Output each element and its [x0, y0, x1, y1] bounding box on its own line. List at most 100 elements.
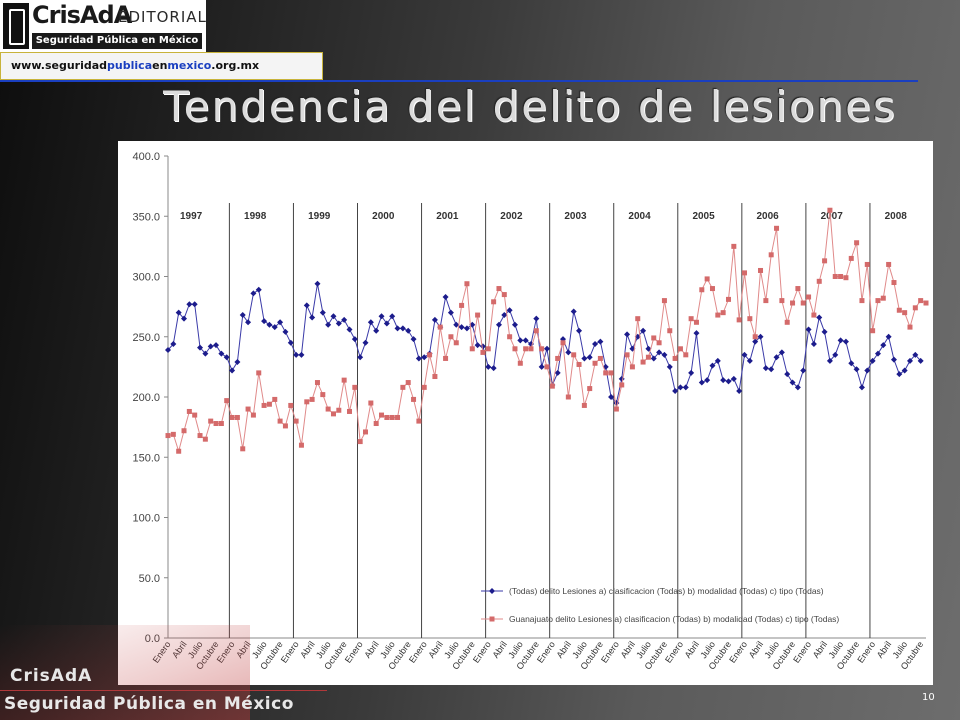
data-point [501, 292, 507, 298]
data-point [459, 302, 465, 308]
data-point [229, 414, 235, 420]
data-point [368, 400, 374, 406]
legend-label: Guanajuato delito Lesiones a) clasificac… [509, 614, 839, 624]
data-point [650, 355, 657, 362]
data-point [379, 412, 385, 418]
data-point [442, 293, 449, 300]
logo-editorial: EDITORIAL [118, 8, 207, 26]
data-point [517, 360, 523, 366]
data-point [906, 357, 913, 364]
data-point [875, 298, 881, 304]
x-tick-label: Enero [343, 639, 365, 664]
data-point [688, 316, 694, 322]
data-point [661, 298, 667, 304]
data-point [544, 364, 550, 370]
data-point [730, 375, 737, 382]
data-point [677, 346, 683, 352]
data-point [858, 384, 865, 391]
x-tick-label: Enero [471, 639, 493, 664]
year-label: 1997 [180, 211, 203, 222]
data-point [507, 334, 513, 340]
year-label: 2008 [885, 211, 908, 222]
data-point [170, 431, 176, 437]
series-line [167, 283, 922, 405]
data-point [474, 342, 481, 349]
year-label: 2003 [564, 211, 587, 222]
data-point [778, 349, 785, 356]
data-point [256, 370, 262, 376]
data-point [784, 371, 791, 378]
data-point [667, 328, 673, 334]
data-point [901, 367, 908, 374]
x-tick-label: Enero [727, 639, 749, 664]
data-point [362, 339, 369, 346]
data-point [613, 406, 619, 412]
data-point [357, 354, 364, 361]
year-label: 2005 [692, 211, 715, 222]
chart-panel: 0.0 50.0 100.0 150.0 200.0 250.0 300.0 350.0 400… [118, 141, 933, 685]
data-point [832, 274, 838, 279]
data-point [854, 240, 860, 246]
data-point [624, 352, 630, 358]
website-url[interactable]: www.seguridadpublicaenmexico.org.mx [0, 52, 323, 80]
data-point [576, 327, 583, 334]
year-label: 2004 [628, 211, 651, 222]
data-point [864, 261, 870, 267]
data-point [431, 316, 438, 323]
data-point [511, 321, 518, 328]
footer-tagline: Seguridad Pública en México [4, 694, 294, 714]
data-point [587, 386, 593, 392]
data-point [480, 349, 486, 355]
data-point [720, 377, 727, 384]
data-point [330, 313, 337, 320]
x-tick-label: Enero [407, 639, 429, 664]
y-tick-label: 250.0 [132, 332, 160, 344]
data-point [528, 346, 534, 352]
y-tick-label: 400.0 [132, 151, 160, 163]
data-point [463, 325, 470, 332]
data-point [688, 369, 695, 376]
data-point [501, 312, 508, 319]
data-point [432, 374, 438, 380]
data-point [464, 281, 470, 287]
data-point [523, 346, 529, 352]
data-point [570, 308, 577, 315]
data-point [192, 412, 198, 418]
data-point [842, 338, 849, 345]
data-point [891, 280, 897, 286]
year-label: 2006 [757, 211, 780, 222]
data-point [469, 346, 475, 352]
data-point [309, 396, 315, 402]
y-tick-label: 350.0 [132, 211, 160, 223]
data-point [314, 280, 321, 287]
data-point [826, 357, 833, 364]
data-point [245, 319, 252, 326]
footer-brand: CrisAdA [10, 666, 93, 686]
data-point [405, 327, 412, 334]
data-point [554, 369, 561, 376]
x-tick-label: Enero [279, 639, 301, 664]
data-point [389, 414, 395, 420]
x-tick-label: Abril [426, 639, 445, 659]
data-point [367, 319, 374, 326]
data-point [629, 364, 635, 370]
data-point [810, 340, 817, 347]
data-point [757, 333, 764, 340]
data-point [186, 301, 193, 308]
data-point [443, 355, 449, 361]
data-point [277, 418, 283, 424]
data-point [346, 326, 353, 333]
data-point [309, 314, 316, 321]
data-point [704, 276, 710, 282]
header-divider [0, 80, 918, 82]
data-point [640, 327, 647, 334]
y-tick-label: 0.0 [145, 633, 160, 645]
data-point [176, 448, 182, 454]
y-tick-label: 200.0 [132, 392, 160, 404]
data-point [923, 300, 929, 306]
data-point [581, 355, 588, 362]
data-point [218, 350, 225, 357]
data-point [239, 312, 246, 319]
data-point [774, 225, 780, 231]
year-label: 1998 [244, 211, 267, 222]
